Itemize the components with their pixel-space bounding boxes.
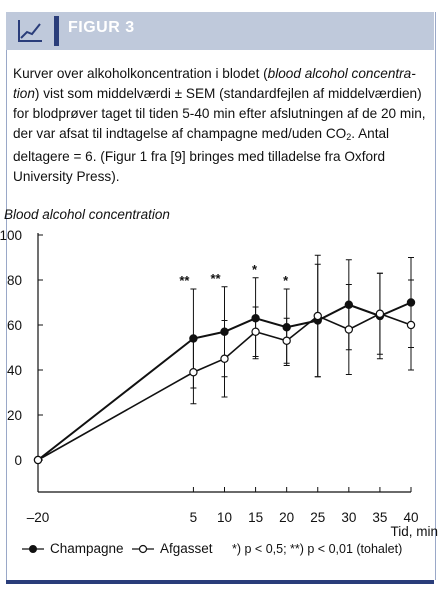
caption-text-2: ) vist som middelværdi ± SEM (standardfe… xyxy=(13,86,426,141)
caption-text-3: . Antal deltagere = 6. (Figur 1 fra [9] … xyxy=(13,126,390,184)
data-point-afgasset xyxy=(375,309,385,318)
figure-header: FIGUR 3 xyxy=(6,12,434,50)
legend-marker-afgasset xyxy=(138,544,148,554)
x-tick-label: 10 xyxy=(217,510,232,525)
bottom-rule xyxy=(6,580,434,584)
x-tick-label: 35 xyxy=(372,510,387,525)
y-tick-label: 100 xyxy=(0,228,22,243)
data-point-afgasset xyxy=(313,311,322,321)
y-tick-label: 60 xyxy=(7,318,22,333)
x-tick-label: 30 xyxy=(341,510,356,525)
legend-marker-champagne xyxy=(29,545,37,553)
y-tick-label: 0 xyxy=(14,453,22,468)
caption-text-1: Kurver over alkoholkoncentration i blode… xyxy=(13,66,268,81)
header-separator xyxy=(54,16,59,46)
y-tick-label: 40 xyxy=(7,363,22,378)
x-tick-label: 20 xyxy=(279,510,294,525)
data-point-afgasset xyxy=(251,327,260,336)
data-point-afgasset xyxy=(189,368,198,377)
x-tick-label: 5 xyxy=(190,510,198,525)
data-point-afgasset xyxy=(282,336,291,345)
data-point-afgasset xyxy=(406,320,416,330)
caption-subscript: 2 xyxy=(346,132,352,142)
y-axis-label: Blood alcohol concentration xyxy=(4,207,170,222)
significance-annotation: * xyxy=(252,262,258,277)
data-point-afgasset xyxy=(344,325,354,334)
chart-icon xyxy=(18,20,42,42)
y-tick-label: 80 xyxy=(7,273,22,288)
x-tick-label: 15 xyxy=(248,510,263,525)
x-axis-label: Tid, min xyxy=(390,524,438,539)
line-chart: Blood alcohol concentration 0 20 40 60 80 100… xyxy=(0,207,438,556)
x-tick-label: 40 xyxy=(403,510,418,525)
figure-frame xyxy=(6,12,436,580)
legend-significance-note: *) p < 0,5; **) p < 0,01 (tohalet) xyxy=(232,542,402,556)
figure-caption: Kurver over alkoholkoncentration i blode… xyxy=(13,64,433,187)
data-point-afgasset xyxy=(220,354,229,363)
data-point-afgasset xyxy=(33,455,43,465)
significance-annotation: * xyxy=(283,273,289,288)
y-tick-label: 20 xyxy=(7,408,22,423)
figure-label: FIGUR 3 xyxy=(68,19,135,36)
significance-annotation: ** xyxy=(179,273,190,288)
caption-italic: blood alcohol concentra-tion xyxy=(13,66,416,101)
significance-annotation: ** xyxy=(210,271,221,286)
legend-label-afgasset: Afgasset xyxy=(160,541,213,556)
legend-label-champagne: Champagne xyxy=(50,541,124,556)
x-tick-label: –20 xyxy=(27,510,50,525)
x-tick-label: 25 xyxy=(310,510,325,525)
